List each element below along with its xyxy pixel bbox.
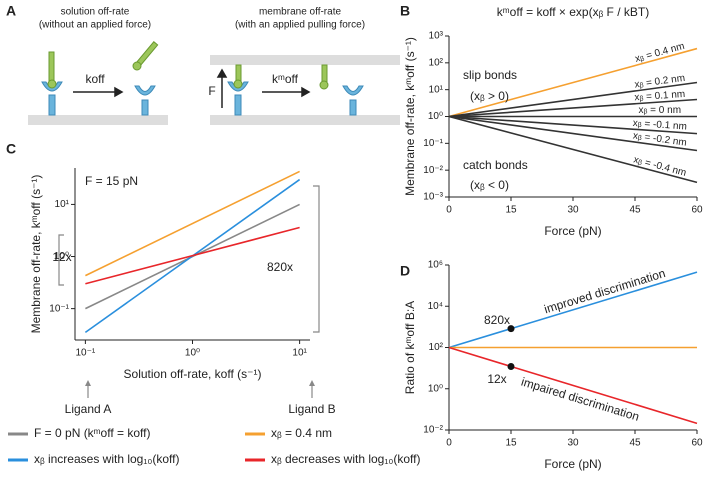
x-tick-label: 10⁻¹: [76, 348, 96, 359]
diagram-text: (without an applied force): [39, 20, 151, 31]
y-tick-label: 10⁴: [428, 301, 443, 312]
series-label: xᵦ = 0.1 nm: [634, 89, 685, 103]
x-tick-label: 15: [505, 205, 517, 216]
y-axis-label: Membrane off-rate, kᵐoff (s⁻¹): [29, 175, 43, 334]
y-tick-label: 10⁰: [428, 383, 443, 394]
y-tick-label: 10⁻¹: [423, 138, 443, 149]
legend-label: xᵦ decreases with log₁₀(koff): [271, 452, 421, 466]
y-tick-label: 10⁰: [428, 111, 443, 122]
x-tick-label: 10¹: [292, 348, 307, 359]
line: [448, 115, 698, 135]
y-tick-label: 10¹: [55, 199, 70, 210]
legend-label: F = 0 pN (kᵐoff = koff): [34, 426, 150, 440]
series-label: xᵦ = 0 nm: [639, 105, 681, 116]
point: [507, 362, 515, 370]
panel-label: A: [6, 3, 16, 19]
x-tick-label: 15: [505, 438, 517, 449]
line: [448, 271, 698, 349]
chart-title: kᵐoff = koff × exp(xᵦ F / kBT): [497, 5, 649, 19]
y-tick-label: 10²: [429, 57, 444, 68]
x-tick-label: 30: [567, 205, 579, 216]
annotation: 820x: [267, 260, 293, 274]
x-tick-label: 45: [629, 438, 641, 449]
series-label: xᵦ = 0.4 nm: [634, 41, 686, 65]
annotation: (xᵦ < 0): [470, 178, 509, 192]
annotation: 12x: [487, 372, 506, 386]
legend-label: xᵦ increases with log₁₀(koff): [34, 452, 179, 466]
annotation: F = 15 pN: [85, 174, 138, 188]
annotation: Ligand B: [288, 402, 335, 416]
panel-label: C: [6, 141, 16, 157]
panel-label: B: [400, 3, 410, 19]
x-tick-label: 0: [446, 205, 452, 216]
legend-label: xᵦ = 0.4 nm: [271, 426, 332, 440]
x-axis-label: Force (pN): [544, 224, 601, 238]
x-tick-label: 0: [446, 438, 452, 449]
diagram-text: kᵐoff: [272, 72, 299, 86]
line: [448, 81, 698, 118]
line: [85, 170, 300, 277]
annotation: catch bonds: [463, 158, 528, 172]
diagram-shapes: [28, 41, 400, 398]
diagram-text: (with an applied pulling force): [235, 20, 365, 31]
diagram-text: solution off-rate: [61, 7, 130, 18]
series-label: xᵦ = -0.4 nm: [632, 154, 687, 179]
y-tick-label: 10⁰: [54, 251, 69, 262]
annotation: slip bonds: [463, 68, 517, 82]
annotation: 12x: [52, 250, 71, 264]
annotation: (xᵦ > 0): [470, 89, 509, 103]
diagram-text: F: [208, 84, 215, 98]
line: [85, 226, 300, 285]
y-tick-label: 10¹: [429, 84, 444, 95]
x-tick-label: 30: [567, 438, 579, 449]
line: [448, 115, 698, 184]
annotation: Ligand A: [65, 402, 112, 416]
y-tick-label: 10⁻²: [423, 165, 443, 176]
point: [507, 325, 515, 333]
line: [448, 115, 698, 152]
annotation: 820x: [484, 313, 510, 327]
x-tick-label: 60: [691, 438, 703, 449]
x-tick-label: 10⁰: [185, 348, 200, 359]
x-axis-label: Solution off-rate, koff (s⁻¹): [124, 367, 262, 381]
panel-label: D: [400, 263, 410, 279]
y-tick-label: 10⁶: [428, 260, 443, 271]
annotation: improved discrimination: [542, 266, 667, 316]
line: [448, 47, 698, 118]
y-tick-label: 10⁻²: [423, 425, 443, 436]
y-axis-label: Membrane off-rate, kᵐoff (s⁻¹): [403, 37, 417, 196]
diagram-text: koff: [85, 72, 105, 86]
series-label: xᵦ = -0.1 nm: [632, 118, 687, 133]
line: [448, 98, 698, 118]
y-tick-label: 10⁻³: [423, 192, 443, 203]
y-tick-label: 10³: [429, 31, 444, 42]
x-tick-label: 45: [629, 205, 641, 216]
line: [448, 346, 698, 425]
y-tick-label: 10²: [429, 342, 444, 353]
diagram-text: membrane off-rate: [259, 7, 342, 18]
y-tick-label: 10⁻¹: [49, 303, 69, 314]
x-tick-label: 60: [691, 205, 703, 216]
y-axis-label: Ratio of kᵐoff B:A: [403, 301, 417, 394]
x-axis-label: Force (pN): [544, 457, 601, 471]
annotation: impaired discrimination: [520, 375, 641, 424]
